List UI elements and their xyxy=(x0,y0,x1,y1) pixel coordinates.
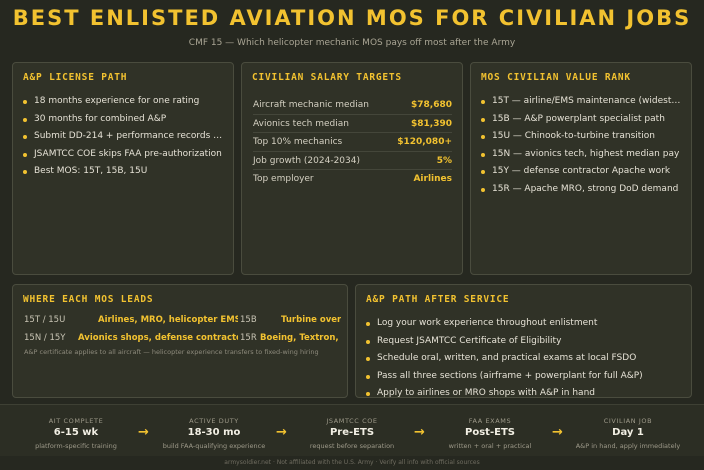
value-rank-title: MOS CIVILIAN VALUE RANK xyxy=(481,72,631,83)
list-item: 15U — Chinook-to-turbine transition xyxy=(481,128,683,146)
salary-table: Aircraft mechanic median $78,680 Avionic… xyxy=(253,96,452,189)
bullet-icon xyxy=(23,135,27,139)
list-item: 15T — airline/EMS maintenance (widest de… xyxy=(481,93,683,111)
list-item: 15R — Apache MRO, strong DoD demand xyxy=(481,181,683,199)
bullet-icon xyxy=(366,374,370,379)
lead-mos: 15R xyxy=(240,333,257,343)
bullet-icon xyxy=(481,170,485,174)
bullet-icon xyxy=(481,135,485,139)
salary-value: $120,080+ xyxy=(397,137,452,147)
bullet-icon xyxy=(23,152,27,157)
page-subtitle: CMF 15 — Which helicopter mechanic MOS p… xyxy=(188,38,516,48)
lead-destination: Turbine overhaul xyxy=(281,315,341,325)
list-item: Schedule oral, written, and practical ex… xyxy=(366,350,683,368)
list-item: Request JSAMTCC Certificate of Eligibili… xyxy=(366,333,683,351)
salary-row: Top employer Airlines xyxy=(253,170,452,189)
arrow-right-icon: → xyxy=(138,425,149,440)
salary-row: Job growth (2024-2034) 5% xyxy=(253,152,452,170)
step-note: platform-specific training xyxy=(35,442,117,450)
table-row: 15N / 15Y Avionics shops, defense contra… xyxy=(24,329,341,347)
step-label: CIVILIAN JOB xyxy=(603,417,653,425)
value-rank-list: 15T — airline/EMS maintenance (widest de… xyxy=(481,93,683,198)
bullet-icon xyxy=(23,170,27,174)
after-service-title: A&P PATH AFTER SERVICE xyxy=(366,294,510,305)
arrow-right-icon: → xyxy=(414,425,425,440)
bullet-icon xyxy=(481,152,485,157)
salary-row: Aircraft mechanic median $78,680 xyxy=(253,96,452,115)
step-note: A&P in hand, apply immediately xyxy=(575,442,681,450)
footer-disclaimer: armysoldier.net · Not affiliated with th… xyxy=(224,459,480,466)
step-label: AIT COMPLETE xyxy=(48,417,104,425)
leads-note: A&P certificate applies to all aircraft … xyxy=(24,348,319,356)
lead-mos: 15T / 15U xyxy=(24,315,66,325)
salary-value: 5% xyxy=(436,155,452,166)
bullet-icon xyxy=(366,357,370,361)
leads-table: 15T / 15U Airlines, MRO, helicopter EMS … xyxy=(24,311,341,347)
salary-value: $78,680 xyxy=(411,100,452,110)
step-value: 18-30 mo xyxy=(187,427,241,438)
step-note: build FAA-qualifying experience xyxy=(162,442,266,450)
ap-license-list: 18 months experience for one rating 30 m… xyxy=(23,93,225,181)
after-service-panel: A&P PATH AFTER SERVICE Log your work exp… xyxy=(355,284,692,398)
salary-row: Top 10% mechanics $120,080+ xyxy=(253,133,452,152)
header: BEST ENLISTED AVIATION MOS FOR CIVILIAN … xyxy=(0,0,704,56)
page-title: BEST ENLISTED AVIATION MOS FOR CIVILIAN … xyxy=(12,6,692,30)
salary-title: CIVILIAN SALARY TARGETS xyxy=(252,72,402,83)
salary-value: Airlines xyxy=(413,174,452,184)
bullet-icon xyxy=(366,392,370,396)
leads-title: WHERE EACH MOS LEADS xyxy=(23,294,154,305)
list-item: 18 months experience for one rating xyxy=(23,93,225,111)
step-value: Day 1 xyxy=(612,427,644,438)
bullet-icon xyxy=(481,117,485,122)
after-service-list: Log your work experience throughout enli… xyxy=(366,315,683,397)
list-item: 30 months for combined A&P xyxy=(23,111,225,129)
value-rank-panel: MOS CIVILIAN VALUE RANK 15T — airline/EM… xyxy=(470,62,692,275)
bullet-icon xyxy=(481,100,485,104)
salary-label: Aircraft mechanic median xyxy=(253,100,369,110)
list-item: 15N — avionics tech, highest median pay xyxy=(481,146,683,164)
list-item: JSAMTCC COE skips FAA pre-authorization xyxy=(23,146,225,164)
bullet-icon xyxy=(481,187,485,192)
salary-row: Avionics tech median $81,390 xyxy=(253,115,452,133)
list-item: 15Y — defense contractor Apache work xyxy=(481,163,683,181)
list-item: Best MOS: 15T, 15B, 15U xyxy=(23,163,225,181)
bullet-icon xyxy=(23,100,27,104)
lead-destination: Boeing, Textron, fore xyxy=(260,333,341,343)
list-item: 15B — A&P powerplant specialist path xyxy=(481,111,683,129)
salary-label: Job growth (2024-2034) xyxy=(253,155,360,166)
salary-label: Avionics tech median xyxy=(253,118,349,129)
lead-mos: 15N / 15Y xyxy=(24,333,66,343)
lead-mos: 15B xyxy=(240,315,257,325)
salary-panel: CIVILIAN SALARY TARGETS Aircraft mechani… xyxy=(241,62,463,275)
bullet-icon xyxy=(366,322,370,326)
step-label: ACTIVE DUTY xyxy=(189,417,239,425)
ap-license-title: A&P LICENSE PATH xyxy=(23,72,128,83)
list-item: Apply to airlines or MRO shops with A&P … xyxy=(366,385,683,397)
table-row: 15T / 15U Airlines, MRO, helicopter EMS … xyxy=(24,311,341,329)
salary-value: $81,390 xyxy=(411,118,452,129)
bullet-icon xyxy=(23,117,27,122)
list-item: Pass all three sections (airframe + powe… xyxy=(366,368,683,386)
lead-destination: Airlines, MRO, helicopter EMS xyxy=(98,315,238,325)
arrow-right-icon: → xyxy=(276,425,287,440)
ap-license-panel: A&P LICENSE PATH 18 months experience fo… xyxy=(12,62,234,275)
step-note: request before separation xyxy=(309,442,395,450)
bullet-icon xyxy=(366,339,370,344)
leads-panel: WHERE EACH MOS LEADS 15T / 15U Airlines,… xyxy=(12,284,348,398)
arrow-right-icon: → xyxy=(552,425,563,440)
step-label: FAA EXAMS xyxy=(468,417,512,425)
step-value: Pre-ETS xyxy=(329,427,375,438)
step-value: Post-ETS xyxy=(465,427,515,438)
salary-label: Top 10% mechanics xyxy=(253,137,343,147)
lead-destination: Avionics shops, defense contractors xyxy=(78,333,238,343)
step-note: written + oral + practical xyxy=(448,442,532,450)
list-item: Submit DD-214 + performance records to … xyxy=(23,128,225,146)
list-item: Log your work experience throughout enli… xyxy=(366,315,683,333)
step-label: JSAMTCC COE xyxy=(326,417,378,425)
career-timeline: AIT COMPLETE 6-15 wk platform-specific t… xyxy=(0,404,704,456)
salary-label: Top employer xyxy=(253,174,314,184)
step-value: 6-15 wk xyxy=(53,427,99,438)
